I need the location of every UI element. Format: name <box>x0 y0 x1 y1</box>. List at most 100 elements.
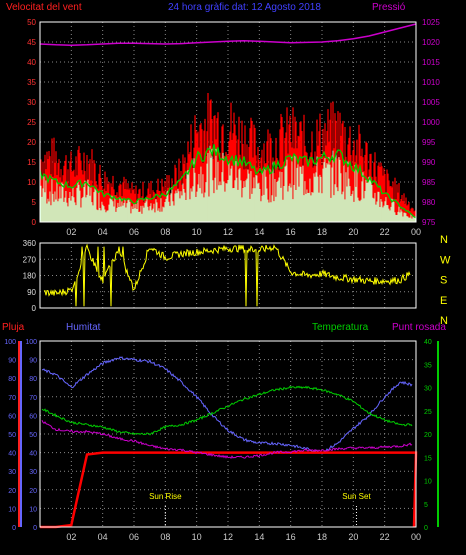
rain-y-tick-20: 20 <box>8 488 16 495</box>
wind-y-tick-left-50: 50 <box>27 18 36 27</box>
pressure-y-tick-right-1010: 1010 <box>422 78 440 87</box>
pressure-y-tick-right-1005: 1005 <box>422 98 440 107</box>
wind-y-tick-left-30: 30 <box>27 98 36 107</box>
compass-label-E-3: E <box>440 295 447 307</box>
wind-direction-line <box>43 243 411 307</box>
direction-y-tick-left-270: 270 <box>23 255 37 264</box>
wind-x-tick-10: 10 <box>192 227 202 237</box>
wind-x-tick-12: 12 <box>223 227 233 237</box>
climate-x-tick-04: 04 <box>98 532 108 542</box>
climate-x-tick-02: 02 <box>66 532 76 542</box>
wind-y-tick-left-0: 0 <box>32 218 37 227</box>
humidity-y-tick-70: 70 <box>29 395 37 402</box>
humidity-y-tick-20: 20 <box>29 488 37 495</box>
wind-x-tick-02: 02 <box>66 227 76 237</box>
compass-label-N-4: N <box>440 315 448 327</box>
climate-x-tick-20: 20 <box>348 532 358 542</box>
temperature-y-tick-10: 10 <box>424 479 432 486</box>
sun-marker-label-0: Sun Rise <box>149 492 182 501</box>
pressure-y-tick-right-980: 980 <box>422 198 436 207</box>
humidity-y-tick-80: 80 <box>29 376 37 383</box>
rain-y-tick-100: 100 <box>4 339 16 346</box>
humidity-y-tick-60: 60 <box>29 413 37 420</box>
sun-marker-label-1: Sun Set <box>342 492 371 501</box>
compass-label-S-2: S <box>440 275 447 287</box>
humidity-label: Humitat <box>66 322 101 333</box>
rain-y-tick-70: 70 <box>8 395 16 402</box>
climate-x-tick-10: 10 <box>192 532 202 542</box>
wind-y-tick-left-40: 40 <box>27 58 36 67</box>
temperature-label: Temperatura <box>312 322 369 333</box>
wind-x-tick-06: 06 <box>129 227 139 237</box>
wind-x-tick-00: 00 <box>411 227 421 237</box>
rain-y-tick-90: 90 <box>8 358 16 365</box>
pressure-y-tick-right-1000: 1000 <box>422 118 440 127</box>
wind-x-tick-22: 22 <box>380 227 390 237</box>
wind-x-tick-18: 18 <box>317 227 327 237</box>
dewpoint-label: Punt rosada <box>392 322 446 333</box>
wind-x-tick-16: 16 <box>286 227 296 237</box>
rain-y-tick-50: 50 <box>8 432 16 439</box>
temperature-y-tick-40: 40 <box>424 339 432 346</box>
rain-y-tick-80: 80 <box>8 376 16 383</box>
wind-y-tick-left-20: 20 <box>27 138 36 147</box>
temperature-y-tick-0: 0 <box>424 525 428 532</box>
wind-x-tick-04: 04 <box>98 227 108 237</box>
pressure-y-tick-right-995: 995 <box>422 138 436 147</box>
direction-panel-marks <box>43 243 411 307</box>
direction-y-tick-left-360: 360 <box>23 239 37 248</box>
temperature-y-tick-35: 35 <box>424 362 432 369</box>
temperature-y-tick-30: 30 <box>424 386 432 393</box>
humidity-y-tick-40: 40 <box>29 451 37 458</box>
pressure-y-tick-right-1020: 1020 <box>422 38 440 47</box>
humidity-y-tick-50: 50 <box>29 432 37 439</box>
temperature-y-tick-5: 5 <box>424 502 428 509</box>
direction-panel-grid <box>40 243 416 308</box>
climate-x-tick-00: 00 <box>411 532 421 542</box>
rain-label: Pluja <box>2 322 25 333</box>
humidity-y-tick-30: 30 <box>29 469 37 476</box>
direction-frame <box>39 242 417 309</box>
wind-speed-title: Velocitat del vent <box>6 2 82 13</box>
pressure-y-tick-right-1015: 1015 <box>422 58 440 67</box>
direction-y-tick-left-90: 90 <box>27 288 36 297</box>
wind-x-tick-20: 20 <box>348 227 358 237</box>
climate-panel-marks: Sun Rise Sun Set <box>40 356 418 529</box>
climate-x-tick-12: 12 <box>223 532 233 542</box>
wind-y-tick-left-10: 10 <box>27 178 36 187</box>
wind-panel-marks <box>39 23 417 222</box>
climate-x-tick-18: 18 <box>317 532 327 542</box>
pressure-y-tick-right-975: 975 <box>422 218 436 227</box>
humidity-y-tick-90: 90 <box>29 358 37 365</box>
wind-x-tick-08: 08 <box>160 227 170 237</box>
direction-y-tick-left-180: 180 <box>23 272 37 281</box>
wind-x-tick-14: 14 <box>254 227 264 237</box>
pressure-y-tick-right-1025: 1025 <box>422 18 440 27</box>
temperature-y-tick-25: 25 <box>424 409 432 416</box>
rain-y-tick-40: 40 <box>8 451 16 458</box>
climate-x-tick-08: 08 <box>160 532 170 542</box>
humidity-y-tick-0: 0 <box>33 525 37 532</box>
compass-label-N-0: N <box>440 234 448 246</box>
wind-average-line <box>39 144 417 219</box>
wind-y-tick-left-25: 25 <box>27 118 36 127</box>
climate-x-tick-22: 22 <box>380 532 390 542</box>
dewpoint-line <box>41 419 413 460</box>
temperature-line <box>41 385 413 436</box>
rain-y-tick-10: 10 <box>8 506 16 513</box>
wind-frame <box>39 21 417 223</box>
wind-y-tick-left-15: 15 <box>27 158 36 167</box>
wind-y-tick-left-45: 45 <box>27 38 36 47</box>
temperature-y-tick-15: 15 <box>424 455 432 462</box>
wind-panel-axes: 02 04 06 08 10 12 14 16 18 20 22 000510152025303540… <box>27 18 440 237</box>
pressure-line <box>39 23 417 46</box>
rain-y-tick-60: 60 <box>8 413 16 420</box>
rain-y-tick-30: 30 <box>8 469 16 476</box>
wind-y-tick-left-5: 5 <box>32 198 37 207</box>
pressure-y-tick-right-990: 990 <box>422 158 436 167</box>
climate-x-tick-06: 06 <box>129 532 139 542</box>
